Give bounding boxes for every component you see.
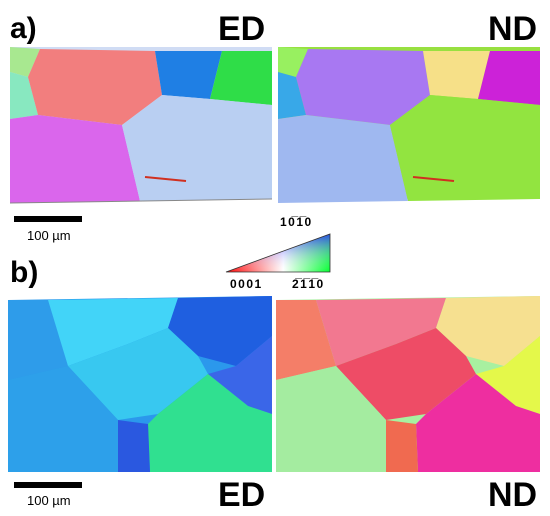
panel-a-scale-bar [14,216,82,222]
panel-b-nd-map [276,296,540,474]
color-key-triangle [225,233,331,273]
panel-b-scale-bar [14,482,82,488]
panel-a-ed-label: ED [218,10,266,48]
panel-a-nd-label: ND [488,10,538,48]
color-key-top-label: 10̅1̅0 [280,215,313,229]
color-key-bottom-right-label: 2̅1̅1̅0 [292,277,325,291]
panel-a-scale-text: 100 µm [27,228,71,243]
panel-b-label: b) [10,256,39,289]
panel-b-ed-map [8,296,272,474]
panel-a-ed-map [10,47,272,205]
panel-a-label: a) [10,12,37,45]
panel-a-nd-map [278,47,540,205]
panel-b-scale-text: 100 µm [27,493,71,508]
panel-b-nd-label: ND [488,476,538,514]
panel-b-ed-label: ED [218,476,266,514]
color-key-bottom-left-label: 0001 [230,277,263,291]
